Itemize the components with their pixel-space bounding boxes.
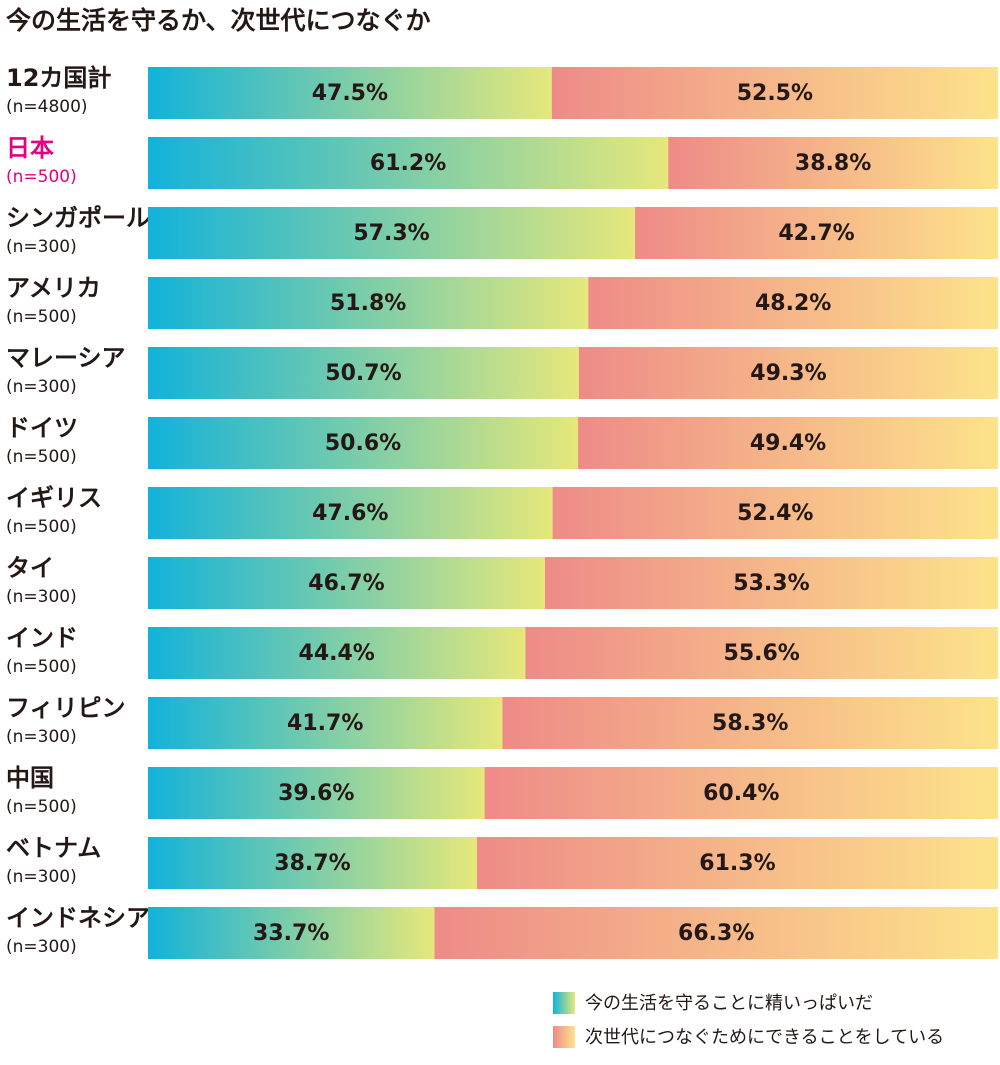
category-label: アメリカ (6, 274, 101, 302)
value-label: 49.4% (750, 431, 826, 456)
category-note: (n=500) (6, 167, 77, 187)
bar-segment (148, 417, 579, 469)
legend-label: 今の生活を守ることに精いっぱいだ (585, 993, 873, 1014)
bar-segment (552, 487, 998, 539)
category-note: (n=4800) (6, 97, 88, 117)
value-label: 66.3% (678, 921, 754, 946)
bar-segment (148, 207, 636, 259)
category-note: (n=300) (6, 937, 77, 957)
bar-segment (551, 67, 998, 119)
category-note: (n=300) (6, 587, 77, 607)
bar-segment (148, 697, 503, 749)
value-label: 47.6% (312, 501, 388, 526)
bar-segment (578, 417, 998, 469)
bar-segment (148, 837, 477, 889)
value-label: 39.6% (278, 781, 354, 806)
bar-segment (148, 67, 552, 119)
category-label: ベトナム (6, 834, 101, 862)
category-note: (n=300) (6, 377, 77, 397)
bar-segment (148, 347, 579, 399)
category-note: (n=500) (6, 307, 77, 327)
value-label: 52.4% (737, 501, 813, 526)
value-label: 61.2% (370, 151, 446, 176)
category-label: フィリピン (6, 694, 126, 722)
chart-title: 今の生活を守るか、次世代につなぐか (6, 6, 431, 35)
value-label: 61.3% (699, 851, 775, 876)
legend-swatch (553, 992, 575, 1014)
bar-segment (148, 907, 435, 959)
bar-segment (434, 907, 998, 959)
bar-segment (635, 207, 998, 259)
bar-segment (148, 137, 669, 189)
value-label: 48.2% (755, 291, 831, 316)
value-label: 41.7% (287, 711, 363, 736)
category-label: マレーシア (6, 344, 126, 372)
category-label: 12カ国計 (6, 64, 111, 92)
bar-segment (502, 697, 998, 749)
bar-segment (148, 767, 485, 819)
bar-segment (668, 137, 998, 189)
legend-label: 次世代につなぐためにできることをしている (585, 1027, 944, 1048)
category-note: (n=300) (6, 237, 77, 257)
category-note: (n=300) (6, 867, 77, 887)
value-label: 58.3% (712, 711, 788, 736)
category-label: タイ (6, 554, 54, 582)
bar-segment (148, 557, 545, 609)
category-note: (n=500) (6, 447, 77, 467)
bar-segment (148, 277, 589, 329)
value-label: 57.3% (353, 221, 429, 246)
category-label: 中国 (6, 764, 54, 792)
value-label: 60.4% (703, 781, 779, 806)
value-label: 50.7% (325, 361, 401, 386)
value-label: 50.6% (325, 431, 401, 456)
bar-segment (484, 767, 999, 819)
bar-segment (578, 347, 998, 399)
bar-segment (148, 627, 526, 679)
category-note: (n=500) (6, 517, 77, 537)
bar-segment (544, 557, 998, 609)
value-label: 52.5% (737, 81, 813, 106)
category-label: 日本 (6, 134, 54, 162)
bar-segment (148, 487, 553, 539)
value-label: 49.3% (750, 361, 826, 386)
category-label: ドイツ (6, 414, 78, 442)
bar-segment (588, 277, 998, 329)
value-label: 33.7% (253, 921, 329, 946)
value-label: 38.7% (274, 851, 350, 876)
bar-segment (476, 837, 998, 889)
value-label: 47.5% (312, 81, 388, 106)
bar-segment (525, 627, 998, 679)
value-label: 55.6% (724, 641, 800, 666)
category-label: インドネシア (6, 904, 150, 932)
value-label: 38.8% (795, 151, 871, 176)
value-label: 46.7% (308, 571, 384, 596)
category-label: イギリス (6, 484, 102, 512)
value-label: 44.4% (299, 641, 375, 666)
value-label: 53.3% (733, 571, 809, 596)
value-label: 42.7% (778, 221, 854, 246)
legend-swatch (553, 1026, 575, 1048)
category-note: (n=500) (6, 797, 77, 817)
category-label: インド (6, 624, 78, 652)
value-label: 51.8% (330, 291, 406, 316)
category-label: シンガポール (6, 204, 150, 232)
category-note: (n=300) (6, 727, 77, 747)
category-note: (n=500) (6, 657, 77, 677)
